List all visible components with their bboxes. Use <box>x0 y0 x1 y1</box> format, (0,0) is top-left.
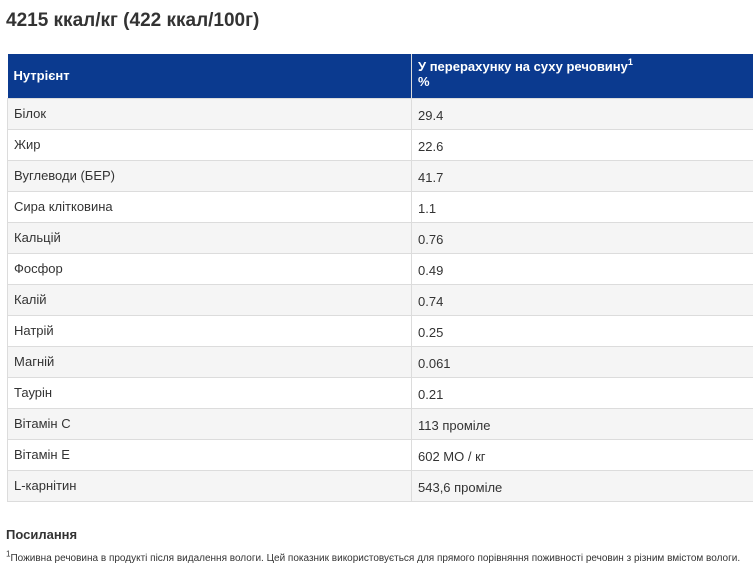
nutrient-value: 0.74 <box>411 283 753 316</box>
nutrient-name: Фосфор <box>7 252 412 285</box>
table-row: Вуглеводи (БЕР) 41.7 <box>7 159 753 192</box>
table-row: Кальцій 0.76 <box>7 221 753 254</box>
nutrient-name: Кальцій <box>7 221 412 254</box>
nutrient-name: Вітамін E <box>7 438 412 471</box>
table-header-row: Нутрієнт У перерахунку на суху речовину1… <box>7 54 753 98</box>
nutrient-value: 113 проміле <box>411 407 753 440</box>
nutrient-value: 22.6 <box>411 128 753 161</box>
nutrient-value: 0.49 <box>411 252 753 285</box>
table-row: Таурін 0.21 <box>7 376 753 409</box>
nutrient-value: 0.76 <box>411 221 753 254</box>
header-dry-matter-label: У перерахунку на суху речовину <box>418 59 628 74</box>
nutrient-name: Жир <box>7 128 412 161</box>
energy-value: 4215 ккал/кг (422 ккал/100г) <box>6 10 260 31</box>
table-header: Нутрієнт У перерахунку на суху речовину1… <box>7 54 753 98</box>
table-body: Білок 29.4 Жир 22.6 Вуглеводи (БЕР) 41.7… <box>7 97 753 502</box>
nutrient-value: 29.4 <box>411 97 753 130</box>
footnote-marker: 1 <box>6 549 11 559</box>
nutrient-value: 41.7 <box>411 159 753 192</box>
table-row: Фосфор 0.49 <box>7 252 753 285</box>
nutrient-name: Сира клітковина <box>7 190 412 223</box>
footnote-text: Поживна речовина в продукті після видале… <box>10 553 741 564</box>
nutrient-value: 0.061 <box>411 345 753 378</box>
table-row: Сира клітковина 1.1 <box>7 190 753 223</box>
references-heading: Посилання <box>6 527 78 542</box>
table-row: Магній 0.061 <box>7 345 753 378</box>
table-row: L-карнітин 543,6 проміле <box>7 469 753 502</box>
nutrient-name: L-карнітин <box>7 469 412 502</box>
nutrient-name: Вітамін C <box>7 407 412 440</box>
nutrient-name: Білок <box>7 97 412 130</box>
nutrient-name: Натрій <box>7 314 412 347</box>
nutrient-value: 0.25 <box>411 314 753 347</box>
table-row: Вітамін C 113 проміле <box>7 407 753 440</box>
header-footnote-ref[interactable]: 1 <box>627 56 633 67</box>
table-row: Натрій 0.25 <box>7 314 753 347</box>
header-dry-matter: У перерахунку на суху речовину1 % <box>411 54 753 98</box>
table-row: Жир 22.6 <box>7 128 753 161</box>
nutrient-value: 543,6 проміле <box>411 469 753 502</box>
nutrient-value: 602 МО / кг <box>411 438 753 471</box>
header-nutrient: Нутрієнт <box>7 54 412 98</box>
table-row: Калій 0.74 <box>7 283 753 316</box>
nutrient-value: 0.21 <box>411 376 753 409</box>
footnote: 1Поживна речовина в продукті після видал… <box>6 549 741 564</box>
nutrient-name: Вуглеводи (БЕР) <box>7 159 412 192</box>
nutrient-name: Таурін <box>7 376 412 409</box>
nutrient-name: Калій <box>7 283 412 316</box>
header-unit: % <box>418 74 430 89</box>
table-row: Білок 29.4 <box>7 97 753 130</box>
nutrient-name: Магній <box>7 345 412 378</box>
table-row: Вітамін E 602 МО / кг <box>7 438 753 471</box>
nutrient-value: 1.1 <box>411 190 753 223</box>
nutrient-table: Нутрієнт У перерахунку на суху речовину1… <box>7 54 753 502</box>
